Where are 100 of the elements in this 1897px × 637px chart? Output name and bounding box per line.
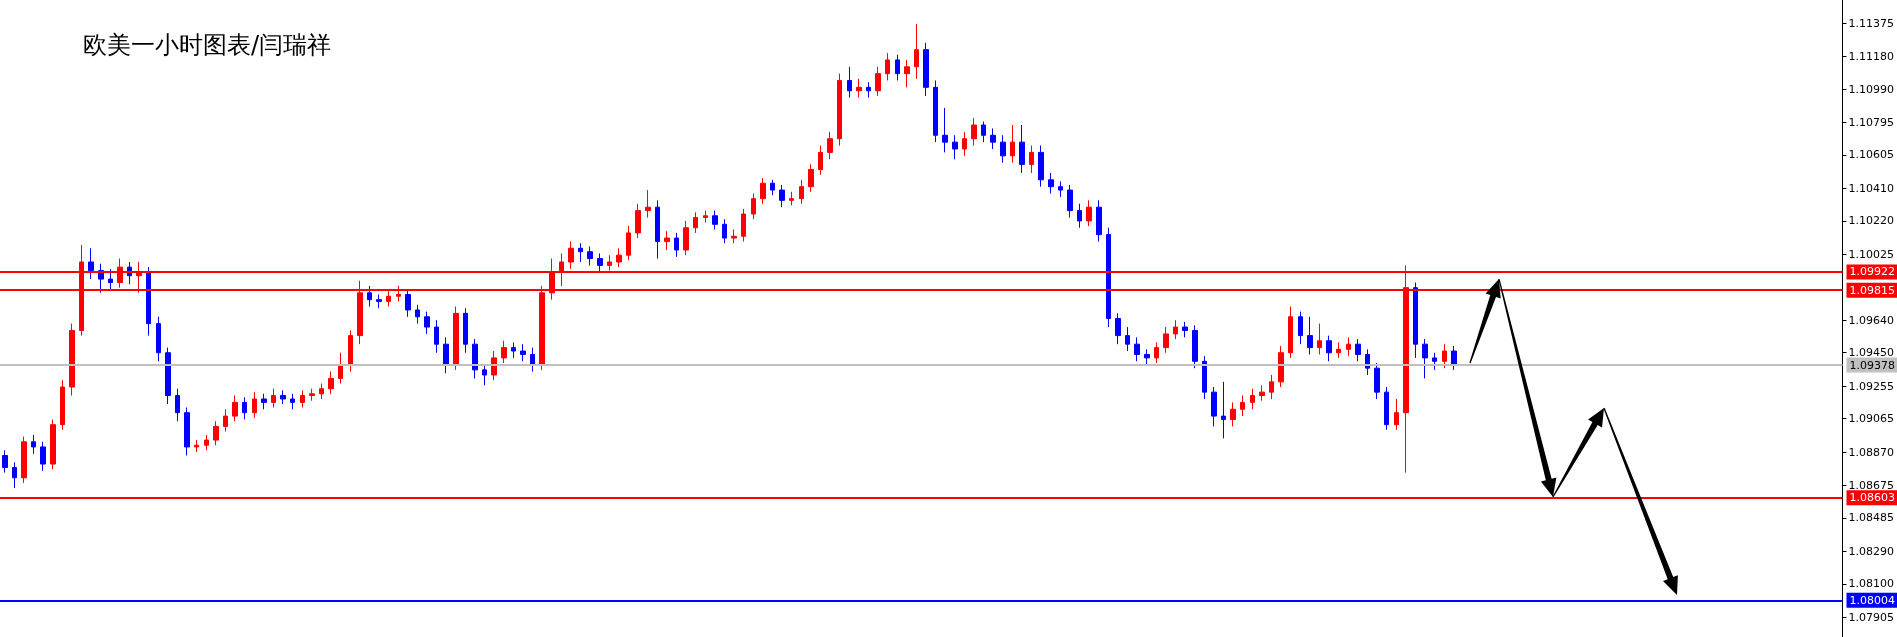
candlestick	[655, 199, 660, 260]
candlestick	[1163, 326, 1169, 354]
y-tick-label: 1.09065	[1848, 412, 1895, 426]
candlestick	[453, 306, 459, 371]
candlestick	[50, 419, 56, 470]
candlestick	[818, 145, 823, 176]
candlestick	[856, 78, 862, 99]
candlestick	[242, 396, 247, 421]
candlestick	[799, 179, 804, 205]
ref-line-label: 1.08004	[1849, 593, 1896, 607]
candlestick	[261, 393, 267, 410]
candlestick	[1010, 124, 1015, 164]
candlestick	[424, 311, 430, 335]
candlestick	[165, 347, 171, 405]
ref-line-label: 1.09922	[1849, 265, 1896, 279]
candlestick	[597, 252, 603, 273]
candlestick	[1374, 362, 1380, 400]
candlestick	[1077, 203, 1082, 229]
candlestick	[1394, 398, 1399, 431]
ref-line-label: 1.09378	[1849, 358, 1896, 372]
candlestick	[1432, 352, 1437, 371]
candlestick	[952, 134, 958, 160]
candlestick	[1125, 326, 1130, 352]
candlestick	[568, 240, 574, 270]
candlestick	[405, 288, 411, 318]
candlestick	[1346, 336, 1351, 357]
candlestick	[300, 389, 305, 409]
candlestick	[1413, 282, 1418, 359]
candlestick	[1442, 343, 1447, 369]
candlestick	[875, 66, 881, 97]
candlestick	[204, 434, 209, 451]
candlestick	[731, 228, 737, 244]
y-tick-label: 1.09450	[1848, 346, 1895, 360]
candlestick	[482, 364, 487, 386]
candlestick	[981, 121, 986, 143]
candlestick	[194, 439, 199, 453]
candlestick	[1278, 345, 1284, 388]
candlestick	[511, 341, 516, 359]
candlestick	[847, 66, 852, 99]
candlestick	[60, 379, 65, 431]
candlestick	[1250, 388, 1255, 410]
candlestick	[1230, 401, 1236, 427]
y-tick-label: 1.07905	[1848, 610, 1895, 624]
candlestick	[232, 395, 238, 422]
candlestick	[645, 189, 651, 218]
candlestick	[108, 268, 113, 290]
candlestick	[914, 23, 919, 80]
candlestick	[1115, 312, 1121, 345]
candlestick	[367, 285, 372, 308]
candlestick	[338, 352, 343, 385]
candlestick	[1384, 386, 1389, 431]
candlestick	[578, 242, 583, 263]
candlestick	[904, 59, 910, 88]
candlestick	[21, 436, 27, 484]
candlestick	[328, 371, 334, 395]
candlestick	[1336, 341, 1341, 359]
candlestick	[635, 203, 641, 239]
candlestick	[885, 52, 890, 81]
candlestick	[146, 266, 151, 337]
y-tick-label: 1.10220	[1848, 214, 1895, 228]
candlestick	[1355, 338, 1361, 362]
candlestick	[12, 461, 17, 489]
y-tick-label: 1.10795	[1848, 115, 1895, 129]
candlestick	[1211, 386, 1217, 427]
candlestick	[616, 247, 622, 268]
candlestick	[40, 441, 46, 472]
candlestick	[942, 107, 948, 153]
candlestick	[1288, 306, 1293, 359]
candlestick	[472, 338, 478, 379]
candlestick	[693, 211, 698, 234]
candlestick	[990, 127, 996, 150]
candlestick	[779, 184, 785, 208]
candlestick	[971, 117, 977, 147]
candlestick	[184, 407, 190, 456]
candlestick	[751, 193, 756, 220]
candlestick	[923, 42, 929, 97]
candlestick	[1048, 172, 1054, 194]
candlestick	[1221, 381, 1226, 439]
y-tick-label: 1.10025	[1848, 247, 1895, 261]
candlestick	[1144, 348, 1150, 366]
candlestick	[712, 210, 718, 230]
candlestick	[1307, 316, 1313, 355]
text: 欧美一小时图表/闫瑞祥	[83, 31, 332, 59]
candlestick	[376, 294, 382, 309]
candlestick	[252, 391, 257, 419]
candlestick	[463, 307, 468, 354]
candlestick	[1038, 145, 1044, 188]
candlestick	[309, 388, 315, 402]
y-tick-label: 1.11375	[1848, 16, 1895, 30]
candlestick	[1000, 134, 1006, 164]
candlestick	[703, 210, 708, 224]
candlestick	[1086, 199, 1092, 227]
candlestick	[674, 232, 679, 258]
candlestick	[213, 420, 219, 446]
candlestick	[31, 434, 36, 455]
candlestick	[1259, 384, 1265, 402]
candlestick	[1326, 335, 1332, 362]
candlestick	[443, 336, 449, 374]
candlestick	[88, 247, 94, 280]
candlestick	[587, 246, 593, 266]
